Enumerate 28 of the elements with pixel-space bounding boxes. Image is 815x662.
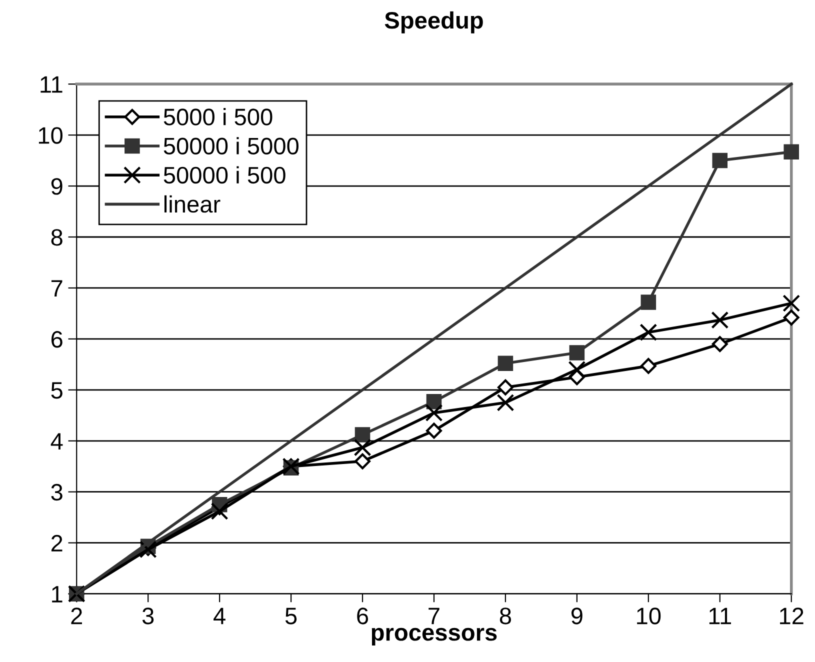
legend-label: 50000 i 500 (164, 166, 286, 184)
x-tick-label: 5 (285, 608, 297, 624)
y-tick-label: 11 (40, 76, 62, 93)
x-tick-label: 10 (637, 608, 661, 624)
legend-label: 5000 i 500 (164, 108, 272, 126)
y-tick-label: 1 (52, 586, 62, 602)
y-tick-label: 8 (51, 229, 62, 246)
x-axis-title: processors (372, 628, 497, 646)
legend-label: linear (164, 195, 220, 213)
y-tick-label: 5 (51, 382, 62, 399)
y-tick-label: 9 (51, 178, 62, 195)
chart-title: Speedup (384, 11, 483, 34)
x-tick-label: 7 (428, 608, 440, 624)
x-tick-label: 11 (709, 608, 731, 624)
legend-label: 50000 i 5000 (164, 137, 299, 154)
x-tick-label: 6 (357, 608, 368, 624)
y-tick-label: 10 (38, 127, 62, 144)
y-tick-label: 4 (50, 433, 63, 450)
x-tick-label: 4 (214, 608, 226, 624)
x-tick-label: 2 (71, 608, 82, 624)
y-tick-label: 3 (51, 484, 62, 501)
x-tick-label: 3 (142, 608, 154, 624)
y-tick-label: 2 (51, 534, 62, 552)
x-tick-label: 9 (571, 608, 582, 624)
y-tick-label: 6 (51, 331, 62, 348)
y-tick-label: 7 (51, 280, 62, 297)
x-tick-label: 8 (500, 608, 511, 624)
x-tick-label: 12 (780, 608, 804, 624)
